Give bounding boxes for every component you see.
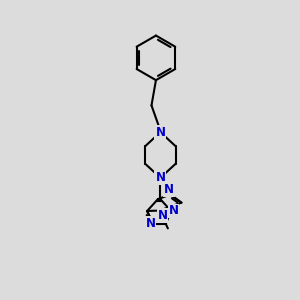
Text: N: N	[155, 126, 165, 139]
Text: N: N	[164, 183, 174, 196]
Text: N: N	[146, 217, 155, 230]
Text: N: N	[158, 209, 167, 222]
Text: N: N	[169, 205, 178, 218]
Text: N: N	[155, 171, 165, 184]
